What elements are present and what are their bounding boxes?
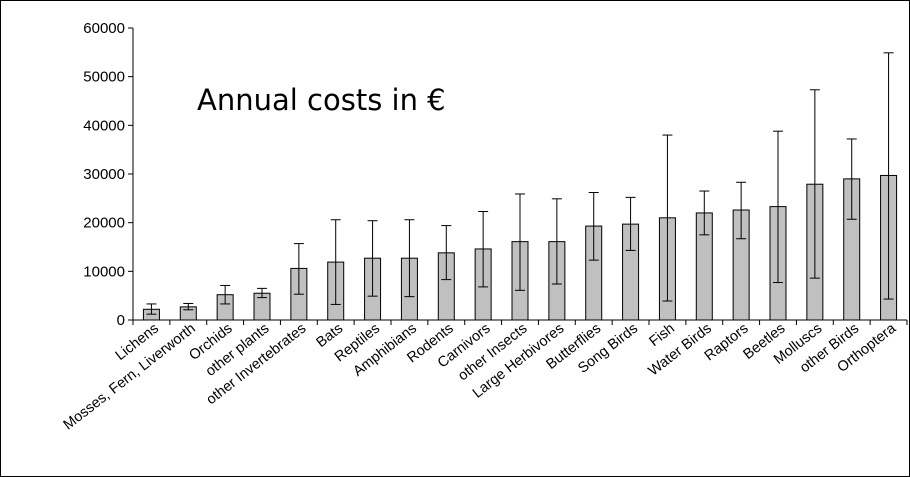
- y-tick-label: 30000: [83, 166, 125, 183]
- error-bars: [146, 52, 894, 315]
- y-tick-label: 10000: [83, 263, 125, 280]
- y-tick-label: 60000: [83, 20, 125, 37]
- chart-annotation: Annual costs in €: [197, 83, 446, 117]
- y-tick-label: 40000: [83, 117, 125, 134]
- y-tick-label: 0: [117, 312, 125, 329]
- bars: [142, 174, 898, 321]
- y-tick-label: 20000: [83, 215, 125, 232]
- y-tick-label: 50000: [83, 69, 125, 86]
